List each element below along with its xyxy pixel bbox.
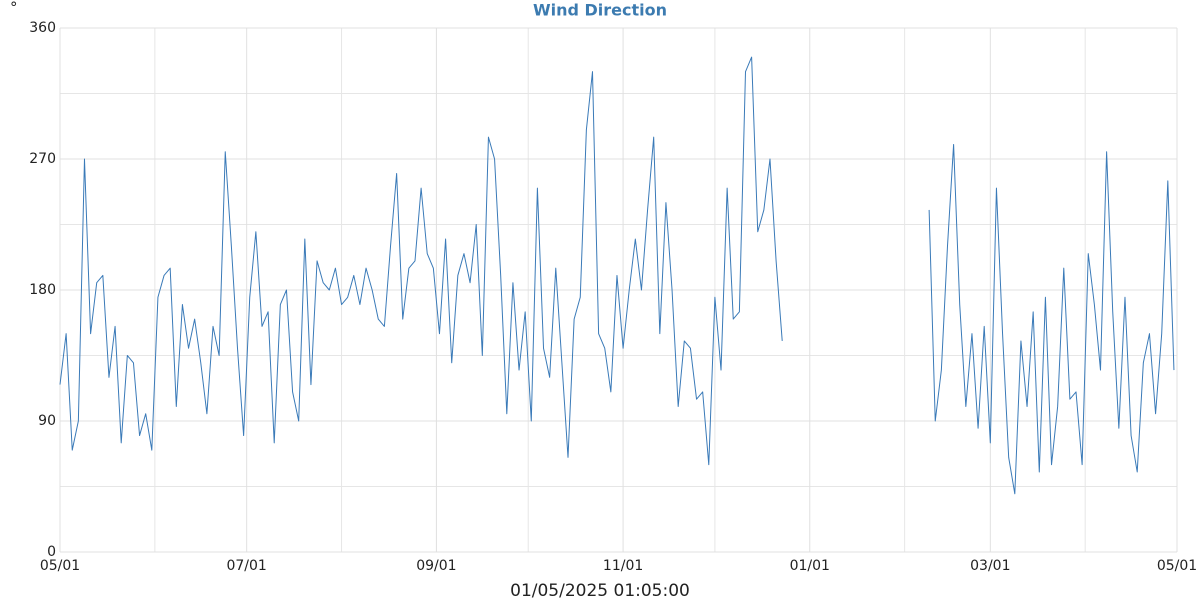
x-tick-label: 07/01 [226, 558, 266, 574]
x-tick-label: 03/01 [970, 558, 1010, 574]
x-tick-label: 05/01 [1157, 558, 1197, 574]
axis-labels: 0 90 180 270 360 05/01 07/01 09/01 11/01 01/01 03/… [29, 20, 1197, 574]
x-tick-label: 09/01 [416, 558, 456, 574]
y-tick-label: 270 [29, 151, 56, 167]
data-line [59, 56, 1175, 495]
x-tick-label: 05/01 [40, 558, 80, 574]
chart-title: Wind Direction [533, 1, 667, 20]
y-axis-unit: ° [10, 0, 18, 17]
y-tick-label: 0 [47, 544, 56, 560]
y-tick-label: 90 [38, 413, 56, 429]
y-tick-label: 180 [29, 282, 56, 298]
y-tick-label: 360 [29, 20, 56, 36]
x-tick-label: 01/01 [790, 558, 830, 574]
x-tick-label: 11/01 [603, 558, 643, 574]
plot-area [59, 56, 1175, 495]
x-axis-title: 01/05/2025 01:05:00 [510, 581, 690, 600]
